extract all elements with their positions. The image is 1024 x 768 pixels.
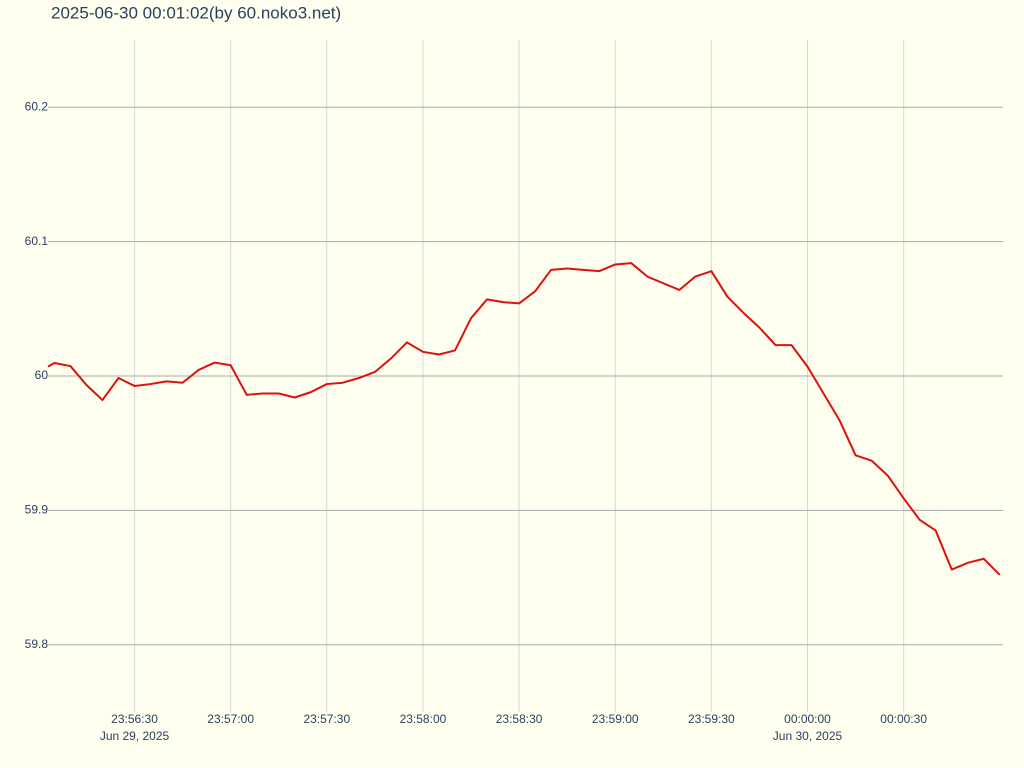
x-tick-label: 23:58:30 (496, 712, 543, 726)
x-tick-date-label: Jun 30, 2025 (773, 729, 843, 743)
y-tick-label: 60 (35, 368, 49, 382)
x-tick-label: 23:59:30 (688, 712, 735, 726)
line (47, 262, 1001, 576)
x-tick-label: 23:58:00 (400, 712, 447, 726)
y-tick-label: 59.8 (25, 637, 49, 651)
y-tick-label: 60.1 (25, 234, 49, 248)
x-tick-label: 23:56:30 (111, 712, 158, 726)
x-tick-label: 00:00:00 (784, 712, 831, 726)
y-tick-label: 59.9 (25, 503, 49, 517)
x-tick-label: 23:57:30 (303, 712, 350, 726)
x-tick-label: 23:57:00 (207, 712, 254, 726)
x-tick-label: 00:00:30 (880, 712, 927, 726)
y-tick-label: 60.2 (25, 99, 49, 113)
chart-title: 2025-06-30 00:01:02(by 60.noko3.net) (51, 3, 341, 22)
x-tick-date-label: Jun 29, 2025 (100, 729, 170, 743)
x-tick-label: 23:59:00 (592, 712, 639, 726)
